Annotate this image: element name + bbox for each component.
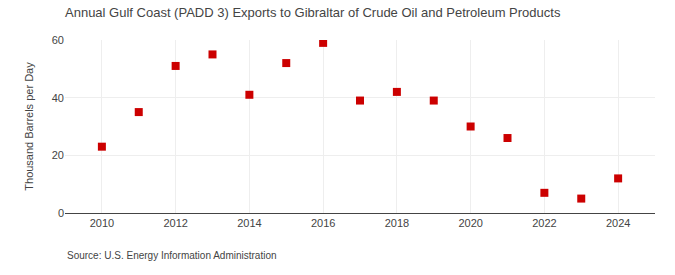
svg-text:0: 0 <box>58 207 64 219</box>
svg-text:2016: 2016 <box>311 217 335 229</box>
svg-text:2010: 2010 <box>90 217 114 229</box>
svg-text:2020: 2020 <box>458 217 482 229</box>
svg-text:2018: 2018 <box>385 217 409 229</box>
svg-text:2022: 2022 <box>532 217 556 229</box>
svg-text:2012: 2012 <box>163 217 187 229</box>
svg-text:60: 60 <box>52 34 64 46</box>
svg-text:Annual Gulf Coast (PADD 3) Exp: Annual Gulf Coast (PADD 3) Exports to Gi… <box>65 5 561 20</box>
svg-text:40: 40 <box>52 92 64 104</box>
svg-text:2024: 2024 <box>606 217 630 229</box>
svg-text:Source: U.S. Energy Informatio: Source: U.S. Energy Information Administ… <box>67 250 277 261</box>
svg-text:Thousand Barrels per Day: Thousand Barrels per Day <box>23 62 35 191</box>
svg-text:2014: 2014 <box>237 217 261 229</box>
svg-text:20: 20 <box>52 149 64 161</box>
